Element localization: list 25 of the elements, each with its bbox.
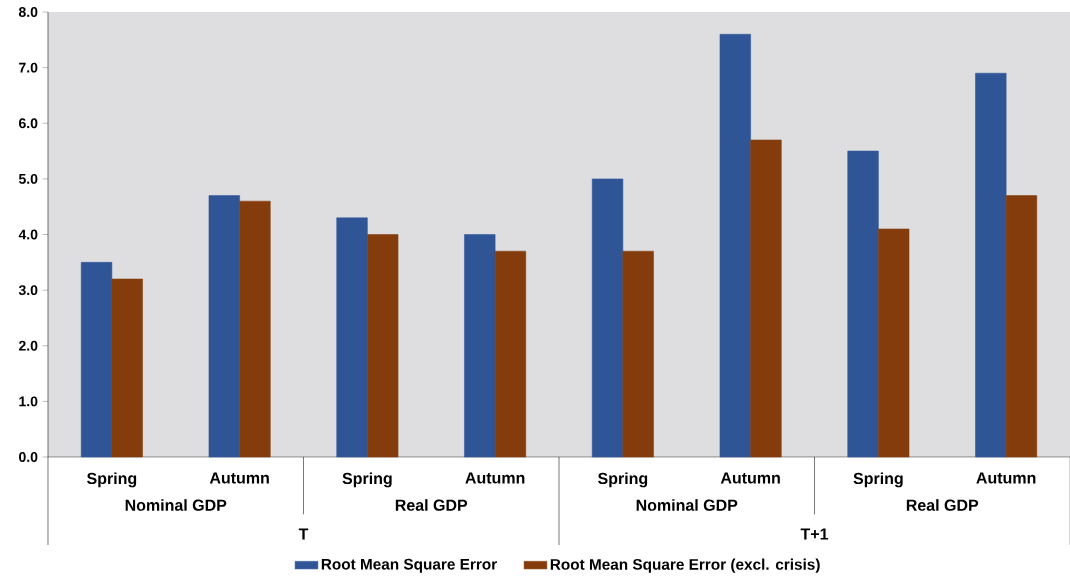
y-tick-label: 2.0 (18, 340, 38, 351)
text: T+1 (800, 528, 829, 540)
legend-label: Root Mean Square Error (321, 558, 497, 573)
x-tick-label: Autumn (720, 472, 780, 484)
x-tick-label: Spring (598, 472, 648, 488)
y-tick-label: 5.0 (18, 173, 38, 184)
y-tick-label: 1.0 (19, 396, 38, 407)
x-tick-label: Spring (853, 472, 903, 488)
legend-label: Root Mean Square Error (excl. crisis) (550, 558, 820, 573)
x-tick-label: Spring (87, 472, 137, 488)
y-tick-label: 8.0 (18, 7, 38, 17)
x-tick-label: Spring (342, 472, 392, 488)
text: Real GDP (395, 499, 468, 511)
text: Nominal GDP (636, 499, 738, 511)
x-tick-label: Autumn (209, 472, 269, 484)
y-tick-label: 6.0 (19, 118, 38, 129)
x-tick-label: Autumn (976, 472, 1036, 484)
y-tick-label: 7.0 (19, 62, 38, 73)
x-tick-label: Autumn (465, 472, 525, 484)
text: T (298, 528, 309, 540)
text: Real GDP (906, 499, 979, 511)
y-tick-label: 0.0 (19, 452, 38, 462)
y-tick-label: 4.0 (18, 229, 38, 240)
text: Nominal GDP (125, 499, 227, 511)
y-tick-label: 3.0 (18, 285, 38, 296)
